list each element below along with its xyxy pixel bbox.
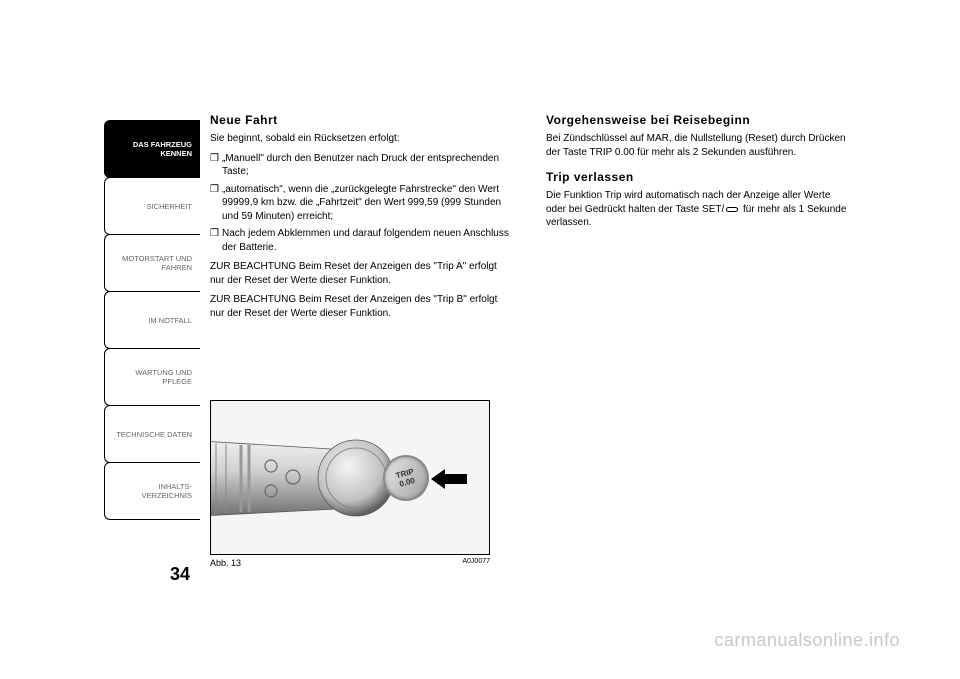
tab-label: DAS FAHRZEUG KENNEN <box>133 140 192 158</box>
tab-inhaltsverzeichnis[interactable]: INHALTS- VERZEICHNIS <box>104 462 200 520</box>
bullet-marker-icon: ❒ <box>210 183 222 224</box>
bullet-marker-icon: ❒ <box>210 227 222 254</box>
figure-label: Abb. 13 <box>210 558 241 568</box>
page-number: 34 <box>170 564 190 585</box>
bullet-item: ❒ Nach jedem Abklemmen und darauf folgen… <box>210 227 514 254</box>
bullet-text: Nach jedem Abklemmen und darauf folgende… <box>222 227 514 254</box>
para-reisebeginn: Bei Zündschlüssel auf MAR, die Nullstell… <box>546 132 850 159</box>
tab-label: SICHERHEIT <box>147 202 192 211</box>
tab-technische-daten[interactable]: TECHNISCHE DATEN <box>104 405 200 463</box>
note-trip-a: ZUR BEACHTUNG Beim Reset der Anzeigen de… <box>210 260 514 287</box>
bullet-text: „automatisch", wenn die „zurückgelegte F… <box>222 183 514 224</box>
set-button-icon <box>726 207 738 212</box>
figure-box: TRIP 0.00 <box>210 400 490 555</box>
left-column: Neue Fahrt Sie beginnt, sobald ein Rücks… <box>210 112 514 326</box>
heading-vorgehensweise: Vorgehensweise bei Reisebeginn <box>546 112 850 128</box>
intro-text: Sie beginnt, sobald ein Rücksetzen erfol… <box>210 132 514 146</box>
bullet-item: ❒ „automatisch", wenn die „zurückgelegte… <box>210 183 514 224</box>
content-area: Neue Fahrt Sie beginnt, sobald ein Rücks… <box>210 112 850 326</box>
watermark: carmanualsonline.info <box>714 630 900 651</box>
page-container: DAS FAHRZEUG KENNEN SICHERHEIT MOTORSTAR… <box>0 0 960 679</box>
figure-container: TRIP 0.00 Abb. 13 A0J0077 <box>210 400 490 568</box>
tab-label: INHALTS- VERZEICHNIS <box>142 482 192 500</box>
bullet-marker-icon: ❒ <box>210 152 222 179</box>
note-trip-b: ZUR BEACHTUNG Beim Reset der Anzeigen de… <box>210 293 514 320</box>
tab-wartung-und-pflege[interactable]: WARTUNG UND PFLEGE <box>104 348 200 406</box>
heading-neue-fahrt: Neue Fahrt <box>210 112 514 128</box>
tab-motorstart-und-fahren[interactable]: MOTORSTART UND FAHREN <box>104 234 200 292</box>
tab-sicherheit[interactable]: SICHERHEIT <box>104 177 200 235</box>
tab-label: WARTUNG UND PFLEGE <box>135 368 192 386</box>
para-trip-verlassen: Die Funktion Trip wird automatisch nach … <box>546 189 850 230</box>
heading-trip-verlassen: Trip verlassen <box>546 169 850 185</box>
figure-code: A0J0077 <box>462 558 490 568</box>
tab-label: MOTORSTART UND FAHREN <box>122 254 192 272</box>
sidebar-tabs: DAS FAHRZEUG KENNEN SICHERHEIT MOTORSTAR… <box>104 120 200 519</box>
bullet-item: ❒ „Manuell" durch den Benutzer nach Druc… <box>210 152 514 179</box>
tab-label: TECHNISCHE DATEN <box>116 430 192 439</box>
arrow-left-icon <box>431 469 467 489</box>
tab-label: IM NOTFALL <box>148 316 192 325</box>
tab-im-notfall[interactable]: IM NOTFALL <box>104 291 200 349</box>
tab-das-fahrzeug-kennen[interactable]: DAS FAHRZEUG KENNEN <box>104 120 200 178</box>
right-column: Vorgehensweise bei Reisebeginn Bei Zünds… <box>546 112 850 326</box>
bullet-text: „Manuell" durch den Benutzer nach Druck … <box>222 152 514 179</box>
figure-caption: Abb. 13 A0J0077 <box>210 558 490 568</box>
